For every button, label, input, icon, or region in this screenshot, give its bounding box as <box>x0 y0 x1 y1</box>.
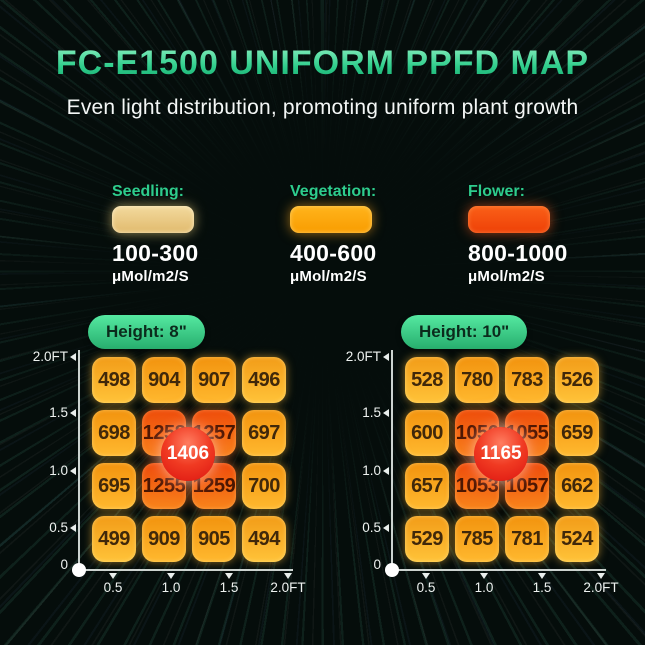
flower-swatch-icon <box>468 206 550 233</box>
y-tick-label: 1.5 <box>362 405 381 420</box>
ppfd-cell: 600 <box>405 410 449 456</box>
ppfd-cell: 780 <box>455 357 499 403</box>
ppfd-cell: 529 <box>405 516 449 562</box>
peak-value-badge: 1165 <box>474 427 528 481</box>
seedling-swatch-icon <box>112 206 194 233</box>
x-tick-label: 2.0FT <box>270 580 306 595</box>
ppfd-cell: 783 <box>505 357 549 403</box>
ppfd-heatmap-grid: 528 780 783 526 600 1056 1055 659 657 1053 1057 662… <box>405 357 599 562</box>
x-tick-arrow-icon <box>480 573 488 579</box>
y-tick-arrow-icon <box>70 467 76 475</box>
ppfd-heatmap-grid: 498 904 907 496 698 1258 1257 697 695 1255 1259 700… <box>92 357 286 562</box>
page-subtitle: Even light distribution, promoting unifo… <box>66 96 579 119</box>
x-tick-label: 0.5 <box>103 580 123 595</box>
x-tick-arrow-icon <box>225 573 233 579</box>
y-tick-arrow-icon <box>383 467 389 475</box>
y-axis-line <box>391 350 393 571</box>
ppfd-cell: 781 <box>505 516 549 562</box>
ppfd-cell: 494 <box>242 516 286 562</box>
ppfd-cell: 496 <box>242 357 286 403</box>
y-tick-arrow-icon <box>70 409 76 417</box>
vegetation-swatch-icon <box>290 206 372 233</box>
ppfd-chart-height-10in: Height: 10" 2.0FT 1.5 1.0 0.5 0 0.5 1.0 … <box>343 306 645 636</box>
x-tick-arrow-icon <box>597 573 605 579</box>
ppfd-cell: 526 <box>555 357 599 403</box>
y-tick-label: 1.0 <box>49 463 68 478</box>
x-tick-label: 1.5 <box>219 580 239 595</box>
y-tick-label: 1.5 <box>49 405 68 420</box>
y-tick-label: 2.0FT <box>345 349 381 364</box>
x-tick-arrow-icon <box>422 573 430 579</box>
x-tick-arrow-icon <box>284 573 292 579</box>
x-axis-line <box>78 569 293 571</box>
ppfd-cell: 498 <box>92 357 136 403</box>
legend-unit: μMol/m2/S <box>112 268 189 285</box>
height-badge: Height: 8" <box>88 315 205 349</box>
y-tick-label: 0.5 <box>362 520 381 535</box>
y-tick-label: 0 <box>373 557 381 572</box>
ppfd-cell: 662 <box>555 463 599 509</box>
x-tick-label: 2.0FT <box>583 580 619 595</box>
ppfd-cell: 528 <box>405 357 449 403</box>
axis-origin-dot <box>72 563 86 577</box>
ppfd-chart-height-8in: Height: 8" 2.0FT 1.5 1.0 0.5 0 0.5 1.0 1… <box>30 306 342 636</box>
x-tick-arrow-icon <box>538 573 546 579</box>
y-tick-arrow-icon <box>70 353 76 361</box>
ppfd-cell: 499 <box>92 516 136 562</box>
axis-origin-dot <box>385 563 399 577</box>
ppfd-cell: 1259 <box>192 463 236 509</box>
x-tick-arrow-icon <box>167 573 175 579</box>
legend-unit: μMol/m2/S <box>468 268 545 285</box>
y-tick-label: 1.0 <box>362 463 381 478</box>
x-axis-line <box>391 569 606 571</box>
ppfd-cell: 905 <box>192 516 236 562</box>
height-badge: Height: 10" <box>401 315 528 349</box>
ppfd-cell: 524 <box>555 516 599 562</box>
ppfd-cell: 907 <box>192 357 236 403</box>
ppfd-cell: 909 <box>142 516 186 562</box>
x-tick-arrow-icon <box>109 573 117 579</box>
legend-unit: μMol/m2/S <box>290 268 367 285</box>
y-tick-arrow-icon <box>383 353 389 361</box>
y-tick-arrow-icon <box>383 524 389 532</box>
ppfd-cell: 697 <box>242 410 286 456</box>
legend-range: 100-300 <box>112 240 199 266</box>
x-tick-label: 1.0 <box>474 580 494 595</box>
x-tick-label: 1.0 <box>161 580 181 595</box>
y-tick-arrow-icon <box>70 524 76 532</box>
y-tick-label: 0 <box>60 557 68 572</box>
y-tick-label: 2.0FT <box>32 349 68 364</box>
legend-range: 400-600 <box>290 240 377 266</box>
x-tick-label: 0.5 <box>416 580 436 595</box>
legend-item-flower: Flower: 800-1000 μMol/m2/S <box>468 183 598 285</box>
ppfd-cell: 695 <box>92 463 136 509</box>
ppfd-cell: 659 <box>555 410 599 456</box>
legend-item-seedling: Seedling: 100-300 μMol/m2/S <box>112 183 242 285</box>
y-tick-arrow-icon <box>383 409 389 417</box>
x-tick-label: 1.5 <box>532 580 552 595</box>
legend-label: Seedling: <box>112 183 185 200</box>
legend-range: 800-1000 <box>468 240 568 266</box>
ppfd-cell: 1255 <box>142 463 186 509</box>
y-tick-label: 0.5 <box>49 520 68 535</box>
ppfd-cell: 700 <box>242 463 286 509</box>
ppfd-cell: 698 <box>92 410 136 456</box>
legend-label: Vegetation: <box>290 183 377 200</box>
ppfd-cell: 657 <box>405 463 449 509</box>
page-title: FC-E1500 UNIFORM PPFD MAP <box>0 44 645 83</box>
legend-label: Flower: <box>468 183 525 200</box>
ppfd-cell: 785 <box>455 516 499 562</box>
y-axis-line <box>78 350 80 571</box>
legend-item-vegetation: Vegetation: 400-600 μMol/m2/S <box>290 183 420 285</box>
ppfd-cell: 904 <box>142 357 186 403</box>
peak-value-badge: 1406 <box>161 427 215 481</box>
